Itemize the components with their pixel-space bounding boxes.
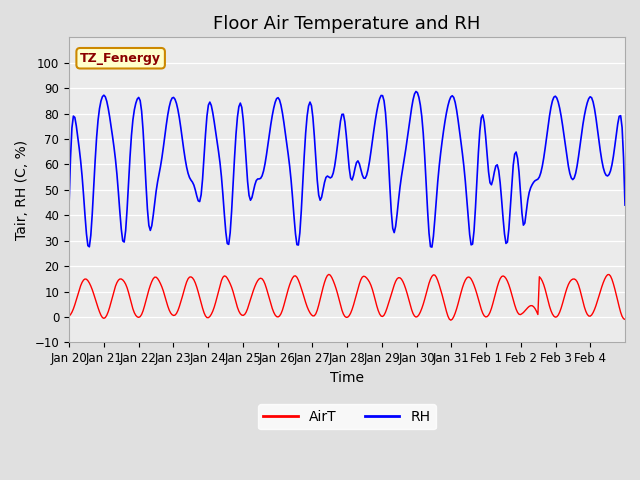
Y-axis label: Tair, RH (C, %): Tair, RH (C, %) xyxy=(15,140,29,240)
Text: TZ_Fenergy: TZ_Fenergy xyxy=(80,52,161,65)
Legend: AirT, RH: AirT, RH xyxy=(258,404,436,430)
X-axis label: Time: Time xyxy=(330,371,364,384)
Title: Floor Air Temperature and RH: Floor Air Temperature and RH xyxy=(213,15,481,33)
